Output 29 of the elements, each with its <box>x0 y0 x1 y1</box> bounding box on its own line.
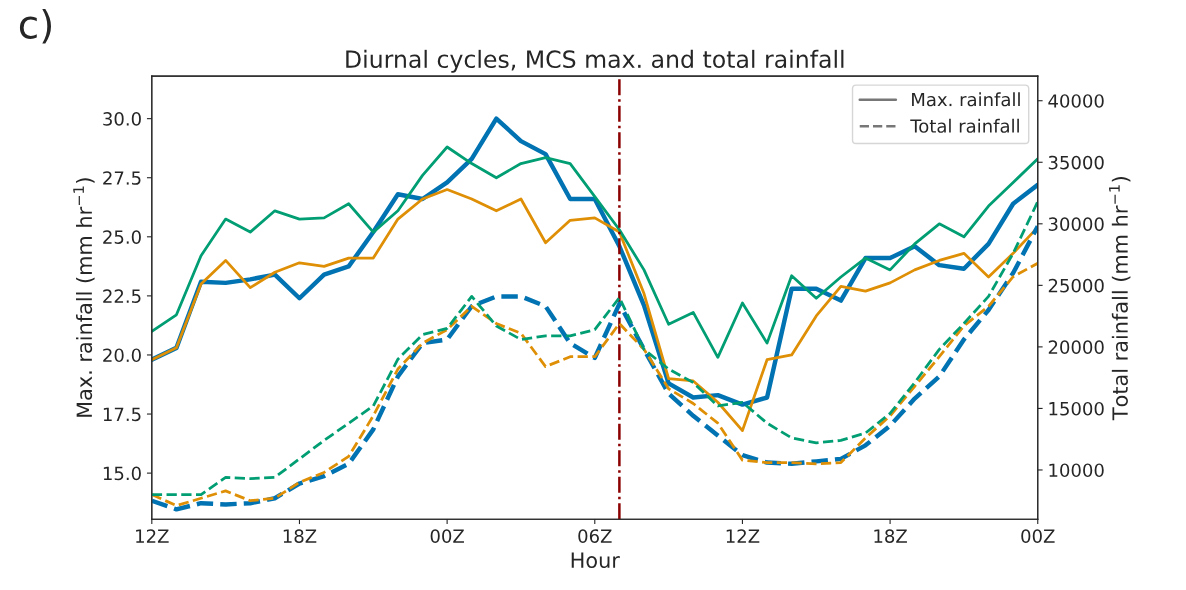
x-tick-label: 06Z <box>578 529 612 543</box>
y-tick-label: 17.5 <box>103 407 141 422</box>
y2-tick-label: 35000 <box>1048 155 1104 170</box>
x-axis-title: Hour <box>571 552 620 569</box>
y-axis-title: Max. rainfall (mm hr$^{−1}$) <box>73 178 95 417</box>
x-tick-label: 12Z <box>136 529 169 543</box>
x-tick-label: 18Z <box>874 529 907 543</box>
y-tick-label: 27.5 <box>103 171 141 185</box>
y2-tick-label: 15000 <box>1049 401 1104 416</box>
y2-tick-label: 10000 <box>1049 463 1104 478</box>
y-tick-label: 20.0 <box>103 348 141 363</box>
x-tick-label: 18Z <box>283 529 317 543</box>
y-tick-label: 15.0 <box>103 466 141 481</box>
y2-axis-title: Total rainfall (mm hr$^{−1}$) <box>1109 177 1131 421</box>
y2-tick-label: 30000 <box>1048 217 1104 231</box>
text: c) <box>19 8 51 44</box>
y2-tick-label: 40000 <box>1048 94 1104 108</box>
annotation: Total rainfall <box>910 118 1019 133</box>
y-tick-label: 30.0 <box>103 112 141 126</box>
y-tick-label: 25.0 <box>103 230 141 244</box>
x-tick-label: 12Z <box>726 529 760 543</box>
x-tick-label: 00Z <box>430 529 464 543</box>
annotation: Max. rainfall <box>912 92 1020 107</box>
line-series <box>151 145 1038 359</box>
y-tick-label: 22.5 <box>103 289 141 303</box>
x-tick-label: 00Z <box>1021 529 1055 543</box>
y2-tick-label: 25000 <box>1048 278 1104 293</box>
chart-title: Diurnal cycles, MCS max. and total rainfall <box>346 49 844 73</box>
y2-tick-label: 20000 <box>1048 340 1104 354</box>
